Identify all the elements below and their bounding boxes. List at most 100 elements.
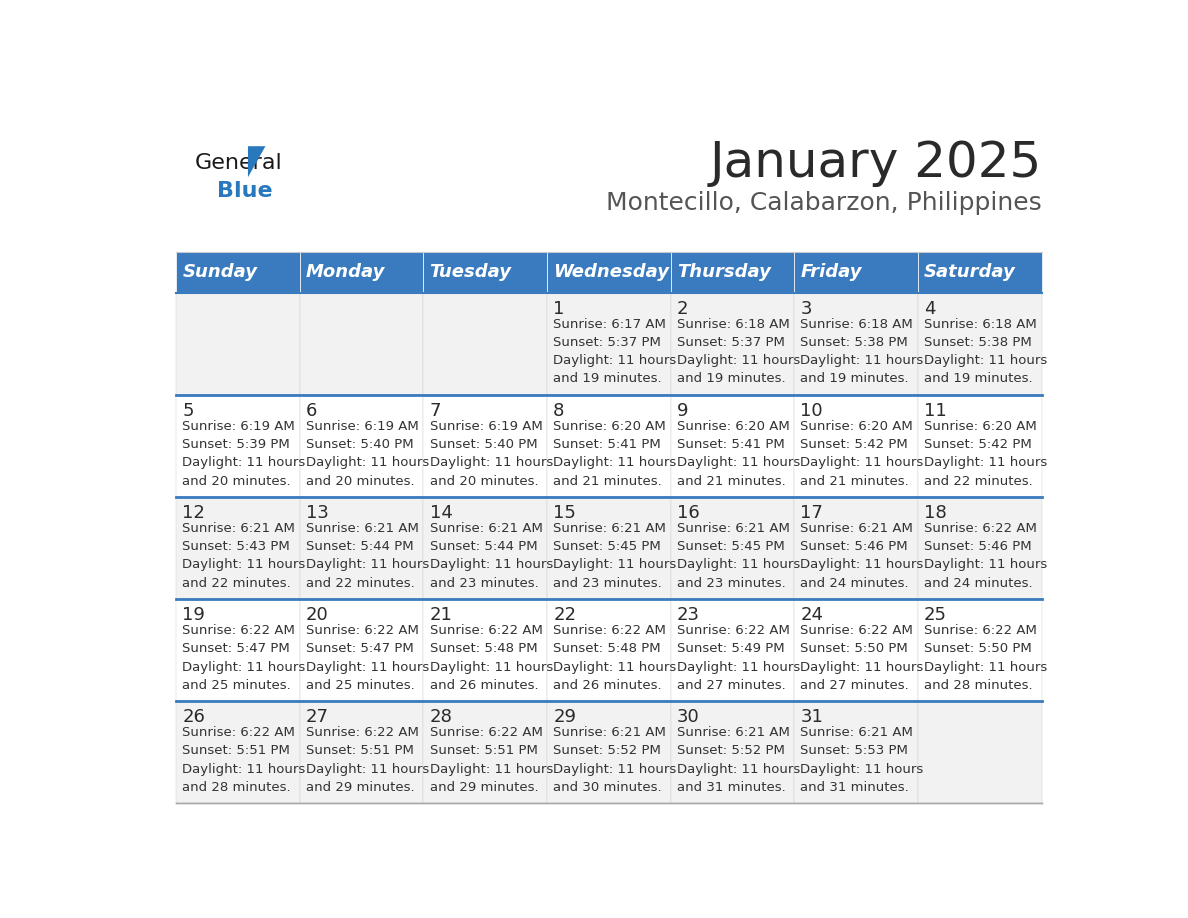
Text: and 21 minutes.: and 21 minutes. (677, 475, 785, 487)
Text: Montecillo, Calabarzon, Philippines: Montecillo, Calabarzon, Philippines (606, 192, 1042, 216)
Text: Sunset: 5:41 PM: Sunset: 5:41 PM (554, 438, 661, 452)
FancyBboxPatch shape (546, 599, 671, 700)
Text: Daylight: 11 hours: Daylight: 11 hours (924, 354, 1048, 367)
Text: Sunset: 5:48 PM: Sunset: 5:48 PM (554, 643, 661, 655)
Text: Sunset: 5:50 PM: Sunset: 5:50 PM (924, 643, 1032, 655)
Text: Sunset: 5:51 PM: Sunset: 5:51 PM (430, 744, 537, 757)
Text: Sunrise: 6:21 AM: Sunrise: 6:21 AM (677, 522, 790, 535)
FancyBboxPatch shape (423, 700, 546, 803)
Text: and 25 minutes.: and 25 minutes. (182, 678, 291, 691)
Text: and 28 minutes.: and 28 minutes. (182, 781, 291, 794)
Text: Daylight: 11 hours: Daylight: 11 hours (677, 661, 800, 674)
FancyBboxPatch shape (546, 700, 671, 803)
Text: Sunrise: 6:21 AM: Sunrise: 6:21 AM (430, 522, 543, 535)
Text: Sunrise: 6:19 AM: Sunrise: 6:19 AM (430, 420, 543, 433)
FancyBboxPatch shape (423, 252, 546, 293)
Text: 22: 22 (554, 606, 576, 624)
Text: Sunset: 5:47 PM: Sunset: 5:47 PM (182, 643, 290, 655)
Text: Sunrise: 6:22 AM: Sunrise: 6:22 AM (554, 624, 666, 637)
FancyBboxPatch shape (299, 700, 423, 803)
Text: 23: 23 (677, 606, 700, 624)
Text: and 23 minutes.: and 23 minutes. (677, 577, 785, 589)
FancyBboxPatch shape (918, 497, 1042, 599)
Text: Sunrise: 6:22 AM: Sunrise: 6:22 AM (182, 624, 295, 637)
Text: Sunrise: 6:22 AM: Sunrise: 6:22 AM (677, 624, 790, 637)
Text: Sunset: 5:52 PM: Sunset: 5:52 PM (677, 744, 785, 757)
FancyBboxPatch shape (299, 293, 423, 395)
Text: Tuesday: Tuesday (430, 263, 512, 281)
Text: Sunrise: 6:22 AM: Sunrise: 6:22 AM (307, 624, 419, 637)
Text: Sunset: 5:40 PM: Sunset: 5:40 PM (307, 438, 413, 452)
FancyBboxPatch shape (423, 497, 546, 599)
Text: Daylight: 11 hours: Daylight: 11 hours (801, 763, 924, 776)
Text: Wednesday: Wednesday (554, 263, 669, 281)
Text: and 20 minutes.: and 20 minutes. (182, 475, 291, 487)
Text: Sunset: 5:37 PM: Sunset: 5:37 PM (677, 336, 785, 349)
Text: Sunrise: 6:20 AM: Sunrise: 6:20 AM (554, 420, 666, 433)
Text: Daylight: 11 hours: Daylight: 11 hours (924, 661, 1048, 674)
Text: Sunrise: 6:22 AM: Sunrise: 6:22 AM (307, 726, 419, 739)
Text: Sunrise: 6:18 AM: Sunrise: 6:18 AM (924, 318, 1037, 331)
Text: and 19 minutes.: and 19 minutes. (924, 373, 1032, 386)
Text: Sunset: 5:46 PM: Sunset: 5:46 PM (924, 541, 1031, 554)
Text: Sunrise: 6:22 AM: Sunrise: 6:22 AM (430, 726, 543, 739)
FancyBboxPatch shape (176, 395, 299, 497)
Text: Daylight: 11 hours: Daylight: 11 hours (924, 558, 1048, 572)
Text: Thursday: Thursday (677, 263, 771, 281)
Text: Daylight: 11 hours: Daylight: 11 hours (554, 661, 676, 674)
Text: 11: 11 (924, 402, 947, 420)
Text: and 23 minutes.: and 23 minutes. (554, 577, 662, 589)
Text: Daylight: 11 hours: Daylight: 11 hours (554, 558, 676, 572)
Text: and 26 minutes.: and 26 minutes. (430, 678, 538, 691)
Text: Daylight: 11 hours: Daylight: 11 hours (677, 763, 800, 776)
FancyBboxPatch shape (423, 599, 546, 700)
Text: and 26 minutes.: and 26 minutes. (554, 678, 662, 691)
Text: Sunrise: 6:21 AM: Sunrise: 6:21 AM (554, 726, 666, 739)
Text: Friday: Friday (801, 263, 862, 281)
Text: 1: 1 (554, 299, 564, 318)
FancyBboxPatch shape (176, 293, 299, 395)
Text: Sunrise: 6:20 AM: Sunrise: 6:20 AM (924, 420, 1037, 433)
FancyBboxPatch shape (795, 252, 918, 293)
Text: and 27 minutes.: and 27 minutes. (677, 678, 785, 691)
FancyBboxPatch shape (795, 497, 918, 599)
Text: Daylight: 11 hours: Daylight: 11 hours (430, 456, 552, 469)
Text: 4: 4 (924, 299, 936, 318)
Text: Daylight: 11 hours: Daylight: 11 hours (430, 661, 552, 674)
Text: Sunrise: 6:20 AM: Sunrise: 6:20 AM (801, 420, 914, 433)
Text: 2: 2 (677, 299, 688, 318)
Text: 5: 5 (182, 402, 194, 420)
Text: January 2025: January 2025 (709, 140, 1042, 187)
FancyBboxPatch shape (299, 252, 423, 293)
Text: Saturday: Saturday (924, 263, 1016, 281)
Text: Sunrise: 6:21 AM: Sunrise: 6:21 AM (554, 522, 666, 535)
FancyBboxPatch shape (671, 497, 795, 599)
Text: Daylight: 11 hours: Daylight: 11 hours (554, 456, 676, 469)
Text: 12: 12 (182, 504, 206, 521)
Text: Daylight: 11 hours: Daylight: 11 hours (307, 661, 429, 674)
Text: 7: 7 (430, 402, 441, 420)
Text: and 27 minutes.: and 27 minutes. (801, 678, 909, 691)
Text: Sunrise: 6:21 AM: Sunrise: 6:21 AM (677, 726, 790, 739)
Text: Sunset: 5:39 PM: Sunset: 5:39 PM (182, 438, 290, 452)
Text: Sunrise: 6:20 AM: Sunrise: 6:20 AM (677, 420, 790, 433)
FancyBboxPatch shape (299, 599, 423, 700)
Text: 29: 29 (554, 708, 576, 726)
Text: and 19 minutes.: and 19 minutes. (801, 373, 909, 386)
FancyBboxPatch shape (176, 252, 299, 293)
Text: Daylight: 11 hours: Daylight: 11 hours (307, 763, 429, 776)
FancyBboxPatch shape (546, 252, 671, 293)
Text: Daylight: 11 hours: Daylight: 11 hours (801, 661, 924, 674)
Text: Sunrise: 6:22 AM: Sunrise: 6:22 AM (182, 726, 295, 739)
Text: and 21 minutes.: and 21 minutes. (801, 475, 909, 487)
FancyBboxPatch shape (795, 700, 918, 803)
Text: and 31 minutes.: and 31 minutes. (677, 781, 785, 794)
Text: and 22 minutes.: and 22 minutes. (182, 577, 291, 589)
Text: Sunrise: 6:18 AM: Sunrise: 6:18 AM (801, 318, 914, 331)
Text: Daylight: 11 hours: Daylight: 11 hours (307, 558, 429, 572)
Text: Sunset: 5:53 PM: Sunset: 5:53 PM (801, 744, 909, 757)
FancyBboxPatch shape (423, 293, 546, 395)
Text: Sunrise: 6:22 AM: Sunrise: 6:22 AM (924, 522, 1037, 535)
Text: and 24 minutes.: and 24 minutes. (924, 577, 1032, 589)
FancyBboxPatch shape (299, 497, 423, 599)
